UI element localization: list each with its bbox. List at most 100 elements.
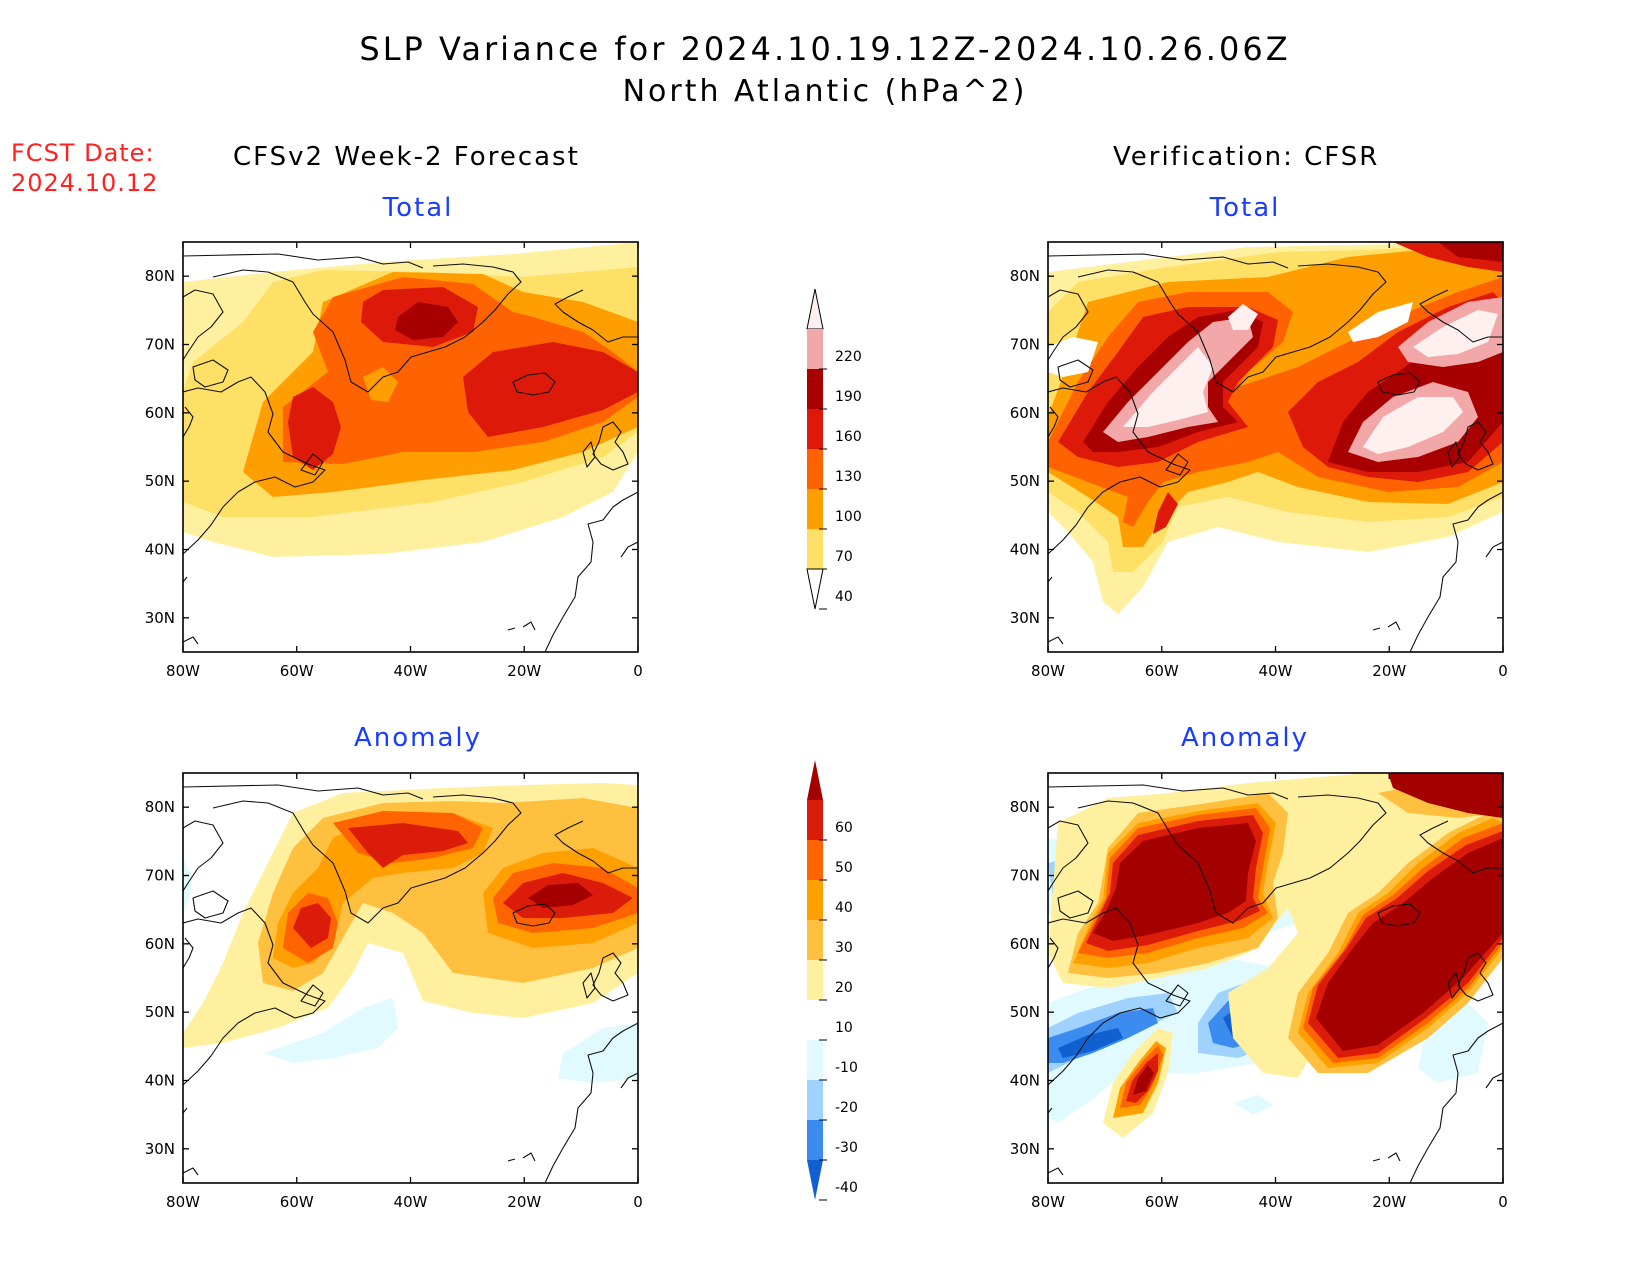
total-cbar-bottom-triangle [806, 568, 824, 610]
lon-label: 20W [507, 662, 541, 680]
anom-cbar-top-triangle [807, 760, 823, 800]
lat-label: 80N [1010, 798, 1040, 816]
lat-label: 30N [145, 609, 175, 627]
axes-layer: 80W 60W 40W 20W 0 80N 70N 60N 50N 40N 30N 80W 60W 40W… [145, 242, 1508, 1211]
anom-cbar-label: -30 [835, 1140, 858, 1156]
anom-cbar-label: 30 [835, 940, 853, 956]
lat-label: 80N [145, 267, 175, 285]
lon-label: 40W [1259, 662, 1293, 680]
lon-label: 0 [633, 1193, 643, 1211]
map-fcst-total [183, 242, 638, 652]
anom-cbar-swatch [807, 920, 823, 960]
map-verif-anomaly [1048, 773, 1503, 1183]
anom-cbar-label: -20 [835, 1100, 858, 1116]
lat-label: 40N [1010, 1072, 1040, 1090]
lat-label: 60N [1010, 935, 1040, 953]
lat-label: 70N [1010, 867, 1040, 885]
anom-cbar-swatch [807, 1080, 823, 1120]
forecast-date-label: FCST Date: [11, 139, 155, 167]
total-cbar-swatch [807, 329, 823, 369]
panel-title-verif-anomaly: Anomaly [1180, 723, 1310, 753]
total-cbar-swatch [807, 369, 823, 409]
panel-title-fcst-total: Total [382, 193, 454, 223]
colorbar-total: 220 190 160 130 100 70 40 [806, 288, 862, 610]
lat-label: 60N [145, 404, 175, 422]
total-cbar-label: 160 [835, 429, 862, 445]
total-cbar-label: 100 [835, 509, 862, 525]
anom-cbar-bottom-triangle [807, 1160, 823, 1200]
lat-label: 70N [145, 336, 175, 354]
lat-label: 50N [1010, 472, 1040, 490]
total-cbar-label: 40 [835, 589, 853, 605]
lon-label: 0 [1498, 662, 1508, 680]
total-cbar-swatch [807, 449, 823, 489]
lon-label: 60W [280, 662, 314, 680]
lat-label: 30N [1010, 1140, 1040, 1158]
lon-label: 80W [1031, 662, 1065, 680]
lat-label: 80N [145, 798, 175, 816]
total-cbar-swatch [807, 409, 823, 449]
lon-label: 0 [633, 662, 643, 680]
lon-label: 60W [1145, 1193, 1179, 1211]
lon-label: 40W [1259, 1193, 1293, 1211]
anom-cbar-swatch [807, 1120, 823, 1160]
total-cbar-label: 130 [835, 469, 862, 485]
left-column-title: CFSv2 Week-2 Forecast [233, 142, 580, 172]
lat-label: 50N [1010, 1003, 1040, 1021]
anom-cbar-swatch [807, 960, 823, 1000]
total-cbar-label: 190 [835, 389, 862, 405]
lon-label: 60W [1145, 662, 1179, 680]
lon-label: 20W [1372, 662, 1406, 680]
lat-label: 50N [145, 1003, 175, 1021]
forecast-date: FCST Date: 2024.10.12 [11, 138, 158, 198]
anom-cbar-label: -40 [835, 1180, 858, 1196]
panel-title-verif-total: Total [1209, 193, 1281, 223]
total-cbar-label: 220 [835, 349, 862, 365]
subtitle: North Atlantic (hPa^2) [622, 74, 1028, 109]
lat-label: 50N [145, 472, 175, 490]
lat-label: 60N [1010, 404, 1040, 422]
lon-label: 20W [1372, 1193, 1406, 1211]
anom-cbar-label: 20 [835, 980, 853, 996]
panel-title-fcst-anomaly: Anomaly [353, 723, 483, 753]
total-cbar-swatch [807, 529, 823, 569]
anom-cbar-swatch [807, 1040, 823, 1080]
anom-cbar-label: 40 [835, 900, 853, 916]
lon-label: 80W [1031, 1193, 1065, 1211]
lon-label: 0 [1498, 1193, 1508, 1211]
lat-label: 30N [145, 1140, 175, 1158]
lon-label: 20W [507, 1193, 541, 1211]
anom-cbar-swatch [807, 840, 823, 880]
anom-cbar-swatch [807, 1000, 823, 1040]
lat-label: 80N [1010, 267, 1040, 285]
anom-cbar-swatch [807, 800, 823, 840]
map-verif-total [1048, 242, 1503, 652]
lat-label: 70N [1010, 336, 1040, 354]
anom-cbar-swatch [807, 880, 823, 920]
right-column-title: Verification: CFSR [1113, 142, 1380, 172]
lon-label: 80W [166, 662, 200, 680]
lon-label: 40W [394, 1193, 428, 1211]
lon-label: 80W [166, 1193, 200, 1211]
lat-label: 70N [145, 867, 175, 885]
anom-cbar-label: 10 [835, 1020, 853, 1036]
lat-label: 40N [145, 541, 175, 559]
total-cbar-top-triangle [806, 288, 824, 330]
lat-label: 30N [1010, 609, 1040, 627]
main-title: SLP Variance for 2024.10.19.12Z-2024.10.… [359, 30, 1291, 68]
total-cbar-label: 70 [835, 549, 853, 565]
lon-label: 40W [394, 662, 428, 680]
lon-label: 60W [280, 1193, 314, 1211]
forecast-date-value: 2024.10.12 [11, 169, 159, 197]
lat-label: 40N [1010, 541, 1040, 559]
lat-label: 60N [145, 935, 175, 953]
colorbar-anomaly: 60 50 40 30 20 10 -10 -20 -30 -40 [807, 760, 858, 1201]
anom-cbar-label: -10 [835, 1060, 858, 1076]
lat-label: 40N [145, 1072, 175, 1090]
anom-cbar-label: 50 [835, 860, 853, 876]
anom-cbar-label: 60 [835, 820, 853, 836]
map-fcst-anomaly [183, 773, 638, 1183]
total-cbar-swatch [807, 489, 823, 529]
